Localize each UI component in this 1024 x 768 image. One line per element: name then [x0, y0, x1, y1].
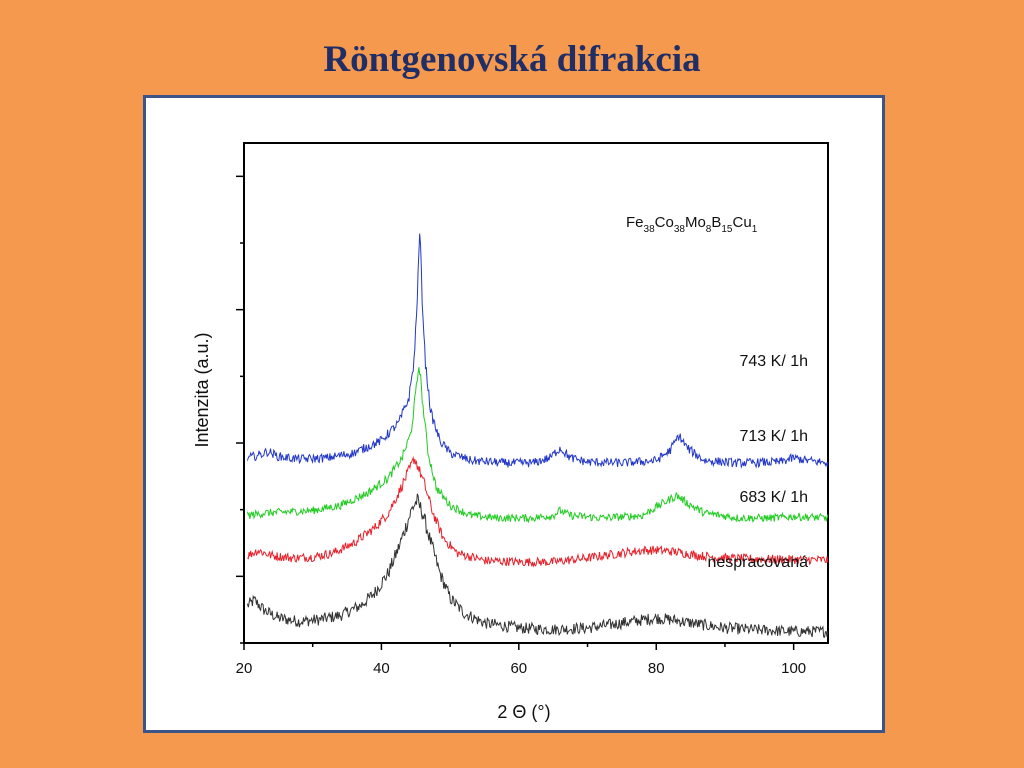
series-line [246, 367, 829, 524]
series-line [246, 493, 829, 638]
x-tick-label: 40 [373, 660, 390, 677]
series-line [246, 233, 829, 469]
plot-area-frame [243, 142, 829, 644]
x-axis: 20 40 60 80 100 [236, 643, 806, 677]
y-axis-label: Intenzita (a.u.) [192, 332, 212, 447]
x-tick-label: 80 [648, 660, 665, 677]
composition-annotation: Fe38Co38Mo8B15Cu1 [626, 214, 758, 235]
x-tick-label: 20 [236, 660, 253, 677]
slide-title: Röntgenovská difrakcia [323, 39, 701, 80]
xrd-chart: 20 40 60 80 100 nespracovaná 683 K/ 1h 713 K/ … [192, 142, 829, 722]
series-layer [246, 233, 829, 638]
x-tick-label: 60 [510, 660, 527, 677]
series-label: 713 K/ 1h [740, 428, 809, 445]
series-line [247, 455, 829, 568]
series-label: 683 K/ 1h [740, 489, 809, 506]
x-tick-label: 100 [781, 660, 806, 677]
series-label: 743 K/ 1h [740, 353, 809, 370]
series-labels: nespracovaná 683 K/ 1h 713 K/ 1h 743 K/ 1h [707, 353, 808, 571]
x-axis-label: 2 Θ (°) [497, 702, 550, 722]
figure-frame: 20 40 60 80 100 nespracovaná 683 K/ 1h 713 K/ … [143, 95, 885, 733]
series-label: nespracovaná [707, 554, 808, 571]
y-axis [236, 175, 244, 644]
